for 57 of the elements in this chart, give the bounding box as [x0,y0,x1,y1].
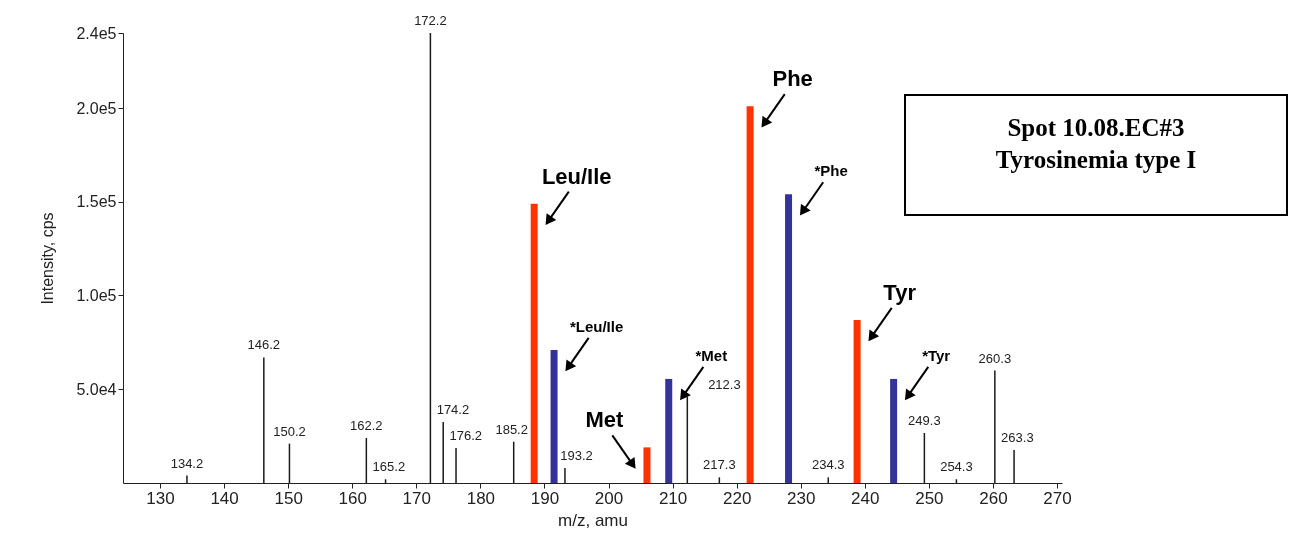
annotation: 260.3 [978,350,1012,366]
x-tick-label: 240 [851,488,880,508]
annotation: 172.2 [414,13,447,28]
annotation: Tyr [883,279,917,305]
annotation: 185.2 [495,421,528,437]
bar [853,319,861,483]
x-tick-label: 210 [658,488,688,508]
bar [530,203,538,483]
annotation: 263.3 [1001,430,1034,445]
annotation: *Leu/Ile [569,317,624,335]
bar [890,378,898,483]
x-tick-label: 130 [146,488,175,508]
bar [550,349,558,483]
annotation: *Met [695,346,728,364]
annotation: 249.3 [908,412,941,428]
x-tick-label: 190 [530,488,560,508]
y-tick-label: 1.0e5 [76,287,117,304]
y-tick-label: 5.0e4 [76,380,117,398]
text: Tyrosinemia type I [995,146,1197,173]
annotation: Phe [772,66,813,92]
annotation: 234.3 [812,457,845,473]
x-tick-label: 220 [722,488,752,508]
annotation: 217.3 [703,457,736,473]
x-tick-label: 270 [1043,488,1072,508]
annotation: 176.2 [449,427,482,443]
bar [665,378,673,483]
annotation: 162.2 [350,418,383,433]
x-tick-label: 250 [915,488,944,508]
x-tick-label: 160 [338,488,367,508]
text: Spot 10.08.EC#3 [1007,114,1185,141]
annotation: *Tyr [922,346,951,364]
annotation: 165.2 [372,459,406,475]
annotation: 134.2 [170,455,204,471]
x-axis-title: m/z, amu [558,510,628,530]
y-axis-title: Intensity, cps [39,212,57,305]
annotation: 193.2 [560,448,593,463]
annotation: 174.2 [436,402,470,418]
annotation: 254.3 [940,459,973,475]
annotation: 212.3 [708,376,741,392]
bar [643,447,651,483]
x-tick-label: 150 [274,488,303,508]
y-tick-label: 1.5e5 [76,193,117,211]
x-tick-label: 180 [466,488,496,508]
annotation: 146.2 [247,337,281,353]
annotation: *Phe [814,162,848,180]
annotation: 150.2 [273,423,306,439]
y-tick-label: 2.4e5 [76,24,117,42]
annotation: Met [585,407,625,433]
bar [785,194,793,483]
annotation: Leu/Ile [541,163,612,189]
x-tick-label: 170 [402,488,431,508]
bar [746,106,754,483]
x-tick-label: 140 [210,488,239,508]
x-tick-label: 230 [787,488,816,508]
y-tick-label: 2.0e5 [76,99,117,117]
x-tick-label: 260 [979,488,1008,508]
x-tick-label: 200 [594,488,624,508]
